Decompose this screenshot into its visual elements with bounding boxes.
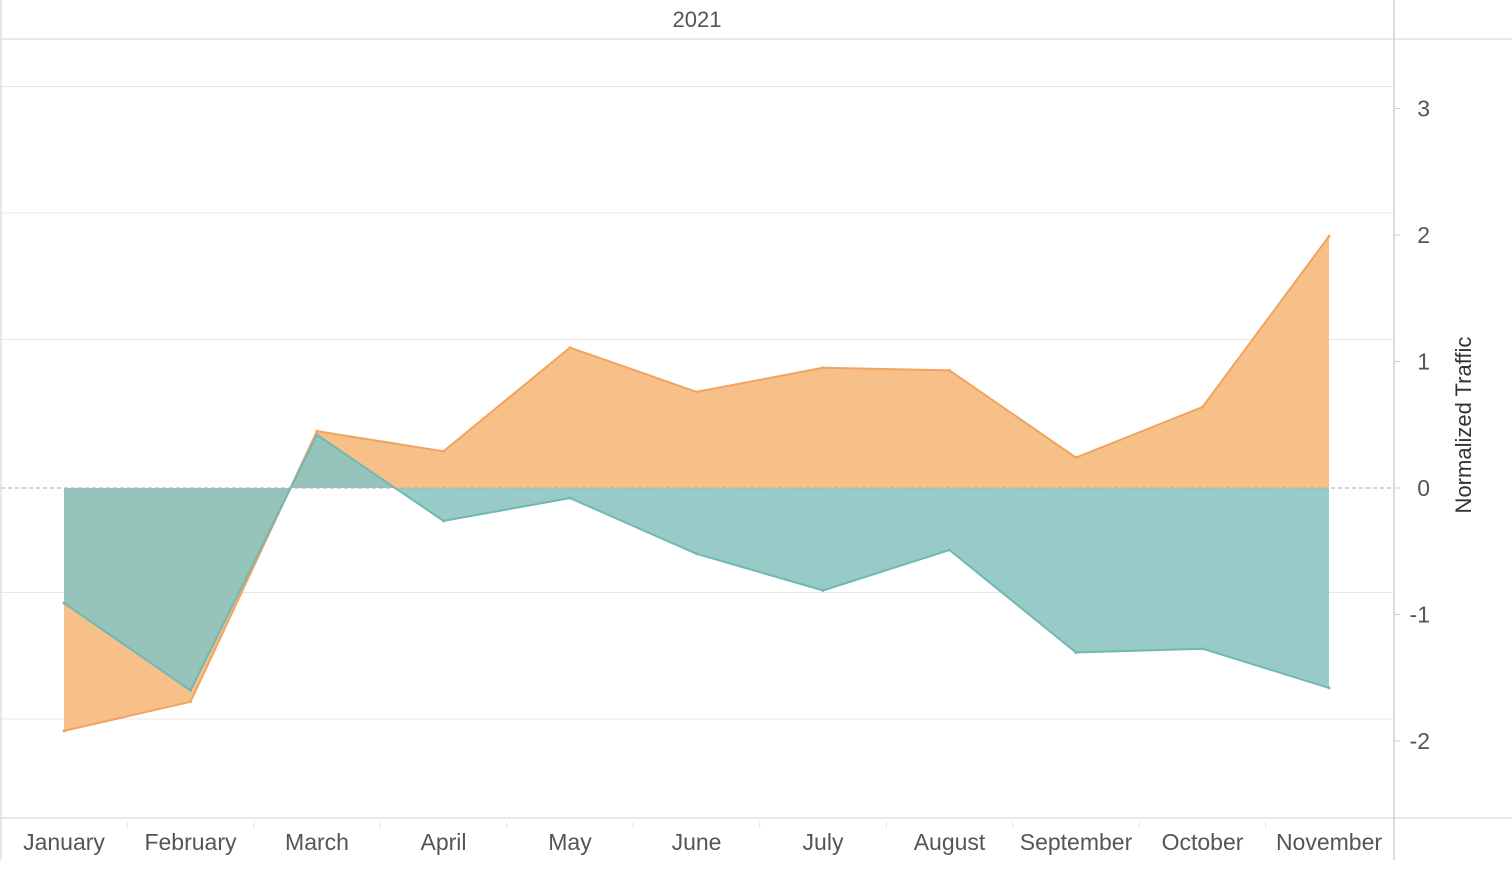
y-tick-label: 3 (1417, 96, 1430, 122)
x-tick-label: February (144, 829, 237, 855)
data-point (189, 688, 192, 692)
data-point (189, 700, 192, 704)
x-tick-label: September (1020, 829, 1133, 855)
data-point (1201, 405, 1204, 409)
area-series-2-fill (64, 434, 1329, 691)
x-tick-label: April (420, 829, 466, 855)
y-axis-ticks: 3 2 1 0 -1 -2 (1394, 96, 1430, 754)
area-series-1-fill (64, 236, 1329, 731)
data-point (315, 433, 319, 437)
y-tick-label: 1 (1417, 349, 1430, 375)
data-point (1327, 686, 1331, 690)
x-tick-label: July (803, 829, 844, 855)
x-axis-ticks: January February March April May June July Augu… (23, 829, 1382, 855)
data-point (948, 368, 951, 372)
data-point (442, 449, 445, 453)
y-tick-label: -1 (1410, 602, 1430, 628)
y-tick-label: -2 (1410, 728, 1430, 754)
x-tick-label: January (23, 829, 105, 855)
data-point (1074, 651, 1078, 654)
data-point (568, 496, 572, 500)
y-tick-label: 2 (1417, 222, 1430, 248)
x-tick-label: June (672, 829, 722, 855)
column-header-year: 2021 (673, 7, 722, 32)
data-point (1074, 456, 1078, 460)
x-tick-label: November (1276, 829, 1382, 855)
data-point (568, 346, 572, 350)
data-point (948, 548, 951, 552)
area-series-group (1, 234, 1394, 733)
y-axis-title: Normalized Traffic (1451, 337, 1476, 514)
data-point (62, 729, 66, 733)
x-tick-label: October (1162, 829, 1244, 855)
data-point (821, 366, 825, 370)
data-point (62, 601, 66, 605)
data-point (695, 552, 698, 556)
data-point (442, 519, 445, 523)
data-point (1201, 647, 1204, 651)
x-tick-label: August (914, 829, 986, 855)
data-point (1327, 234, 1331, 238)
data-point (315, 429, 319, 433)
x-tick-label: May (548, 829, 592, 855)
data-point (821, 589, 825, 592)
x-tick-label: March (285, 829, 349, 855)
chart-frame (0, 0, 1512, 860)
y-tick-label: 0 (1417, 475, 1430, 501)
data-point (695, 390, 698, 394)
